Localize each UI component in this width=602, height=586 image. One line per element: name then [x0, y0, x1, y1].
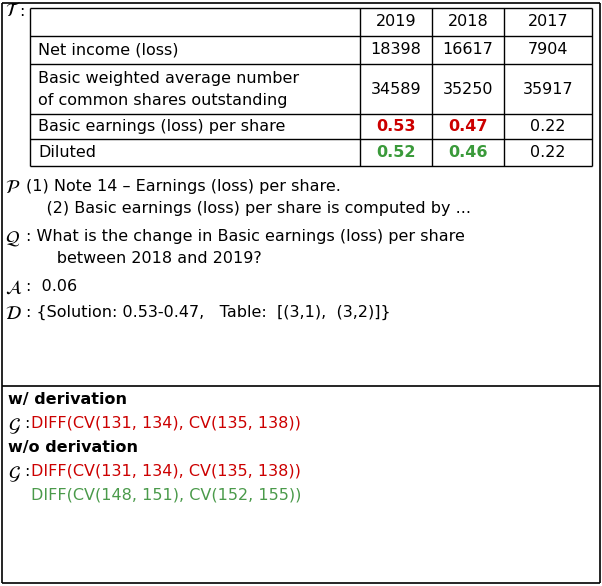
Text: $\mathcal{P}$: $\mathcal{P}$ [5, 179, 20, 197]
Text: Basic weighted average number: Basic weighted average number [38, 71, 299, 87]
Text: :: : [19, 4, 24, 19]
Text: $\mathcal{T}$: $\mathcal{T}$ [5, 2, 20, 21]
Text: 0.22: 0.22 [530, 145, 566, 160]
Text: 2019: 2019 [376, 15, 417, 29]
Text: : What is the change in Basic earnings (loss) per share: : What is the change in Basic earnings (… [26, 229, 465, 244]
Text: 0.52: 0.52 [376, 145, 416, 160]
Text: $\mathcal{Q}$: $\mathcal{Q}$ [5, 229, 20, 248]
Text: $\mathcal{D}$: $\mathcal{D}$ [5, 305, 22, 323]
Text: 16617: 16617 [442, 43, 494, 57]
Text: :  0.06: : 0.06 [26, 279, 77, 294]
Text: 2017: 2017 [528, 15, 568, 29]
Text: :: : [106, 392, 111, 407]
Text: $\mathcal{G}$: $\mathcal{G}$ [8, 464, 21, 483]
Text: 0.46: 0.46 [448, 145, 488, 160]
Text: of common shares outstanding: of common shares outstanding [38, 94, 288, 108]
Text: Net income (loss): Net income (loss) [38, 43, 179, 57]
Text: Diluted: Diluted [38, 145, 96, 160]
Text: 35917: 35917 [523, 81, 573, 97]
Text: :: : [24, 416, 29, 431]
Text: w/ derivation: w/ derivation [8, 392, 127, 407]
Text: between 2018 and 2019?: between 2018 and 2019? [26, 251, 262, 266]
Text: 7904: 7904 [528, 43, 568, 57]
Text: : {Solution: 0.53-0.47,   Table:  [(3,1),  (3,2)]}: : {Solution: 0.53-0.47, Table: [(3,1), (… [26, 305, 391, 320]
Text: (2) Basic earnings (loss) per share is computed by ...: (2) Basic earnings (loss) per share is c… [26, 201, 471, 216]
Text: 0.47: 0.47 [448, 119, 488, 134]
Text: DIFF(CV(148, 151), CV(152, 155)): DIFF(CV(148, 151), CV(152, 155)) [31, 488, 302, 503]
Text: 0.53: 0.53 [376, 119, 416, 134]
Text: (1) Note 14 – Earnings (loss) per share.: (1) Note 14 – Earnings (loss) per share. [26, 179, 341, 194]
Text: 34589: 34589 [371, 81, 421, 97]
Text: $\mathcal{G}$: $\mathcal{G}$ [8, 416, 21, 435]
Text: DIFF(CV(131, 134), CV(135, 138)): DIFF(CV(131, 134), CV(135, 138)) [31, 464, 301, 479]
Text: w/o derivation: w/o derivation [8, 440, 138, 455]
Text: $\mathcal{A}$: $\mathcal{A}$ [5, 279, 22, 297]
Text: :: : [24, 464, 29, 479]
Text: 35250: 35250 [442, 81, 493, 97]
Text: 2018: 2018 [448, 15, 488, 29]
Text: :: : [118, 440, 123, 455]
Text: 0.22: 0.22 [530, 119, 566, 134]
Text: Basic earnings (loss) per share: Basic earnings (loss) per share [38, 119, 285, 134]
Text: DIFF(CV(131, 134), CV(135, 138)): DIFF(CV(131, 134), CV(135, 138)) [31, 416, 301, 431]
Text: 18398: 18398 [371, 43, 421, 57]
